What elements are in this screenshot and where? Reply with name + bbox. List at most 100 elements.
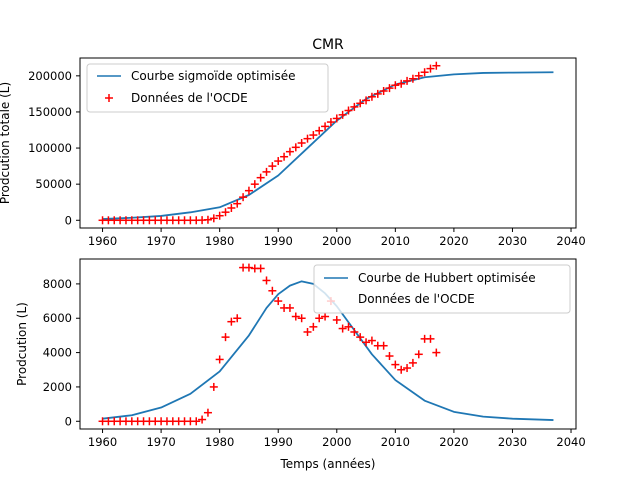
bottom-data-point xyxy=(315,314,324,323)
bottom-axes-frame xyxy=(79,258,577,430)
top-data-point xyxy=(385,84,394,93)
top-x-tick-label: 2000 xyxy=(322,234,351,248)
top-data-point xyxy=(414,71,423,80)
top-data-point xyxy=(280,152,289,161)
bottom-legend: Courbe de Hubbert optimisée Données de l… xyxy=(313,264,571,314)
bottom-data-point xyxy=(192,417,201,426)
bottom-y-tick-label: 4000 xyxy=(43,346,72,360)
bottom-legend-points-label: Données de l'OCDE xyxy=(358,292,475,306)
bottom-subplot: Prodcution (L) Temps (années) 1960 1970 19… xyxy=(15,258,586,471)
bottom-data-point xyxy=(344,322,353,331)
bottom-data-point xyxy=(203,408,212,417)
bottom-data-point xyxy=(244,263,253,272)
bottom-legend-curve-label: Courbe de Hubbert optimisée xyxy=(358,271,536,285)
bottom-data-point xyxy=(356,333,365,342)
bottom-data-point xyxy=(350,327,359,336)
bottom-data-point xyxy=(297,314,306,323)
top-data-point xyxy=(250,180,259,189)
top-data-point xyxy=(332,114,341,123)
top-x-tick-label: 1970 xyxy=(146,234,175,248)
top-data-point xyxy=(297,139,306,147)
top-subplot: Prodcution totale (L) 1960 1970 1980 1990 20… xyxy=(0,57,586,248)
top-data-point xyxy=(274,157,283,166)
top-y-axis-label: Prodcution totale (L) xyxy=(0,82,12,204)
top-data-point xyxy=(209,214,218,223)
bottom-x-tick-label: 1990 xyxy=(264,435,293,449)
top-data-point xyxy=(256,173,265,182)
bottom-x-ticks: 1960 1970 1980 1990 2000 2010 2020 2030 2040 xyxy=(88,429,586,449)
top-x-tick-label: 2040 xyxy=(556,234,585,248)
top-data-point xyxy=(426,64,435,73)
top-x-tick-label: 1990 xyxy=(264,234,293,248)
top-data-point xyxy=(397,79,406,88)
top-x-ticks: 1960 1970 1980 1990 2000 2010 2020 2030 2040 xyxy=(88,228,586,248)
bottom-data-point xyxy=(268,286,277,295)
bottom-data-point xyxy=(332,315,341,324)
top-y-tick-label: 200000 xyxy=(28,69,72,83)
top-data-point xyxy=(239,193,248,202)
bottom-data-point xyxy=(303,327,312,336)
bottom-y-axis-label: Prodcution (L) xyxy=(15,302,29,386)
bottom-data-point xyxy=(391,360,400,369)
bottom-x-tick-label: 2020 xyxy=(439,435,468,449)
chart-title: CMR xyxy=(312,37,344,53)
top-data-point xyxy=(420,68,429,77)
top-x-tick-label: 1980 xyxy=(205,234,234,248)
bottom-data-point xyxy=(198,415,207,424)
top-data-point xyxy=(291,143,300,152)
bottom-y-tick-label: 8000 xyxy=(43,277,72,291)
top-y-tick-label: 0 xyxy=(65,213,72,227)
bottom-y-tick-label: 6000 xyxy=(43,311,72,325)
bottom-data-point xyxy=(227,317,236,326)
bottom-data-point xyxy=(262,276,271,285)
bottom-data-point xyxy=(338,324,347,333)
bottom-data-point xyxy=(221,333,230,342)
bottom-y-ticks: 0 2000 4000 6000 8000 xyxy=(43,277,80,428)
top-data-point xyxy=(233,199,242,208)
top-data-point xyxy=(227,203,236,212)
top-data-point xyxy=(326,118,335,127)
top-x-tick-label: 2010 xyxy=(381,234,410,248)
bottom-x-tick-label: 2030 xyxy=(498,435,527,449)
top-legend-points-swatch xyxy=(105,94,113,102)
bottom-y-tick-label: 0 xyxy=(65,414,72,428)
top-data-point xyxy=(309,131,318,140)
top-x-tick-label: 2020 xyxy=(439,234,468,248)
bottom-data-point xyxy=(256,264,265,273)
top-data-point xyxy=(285,147,294,156)
bottom-data-point xyxy=(432,348,441,357)
bottom-data-point xyxy=(403,364,412,373)
bottom-data-point xyxy=(414,350,423,359)
bottom-data-point xyxy=(385,352,394,361)
bottom-data-point xyxy=(309,322,318,331)
top-y-tick-label: 50000 xyxy=(35,177,72,191)
bottom-x-tick-label: 2040 xyxy=(556,435,585,449)
bottom-plot-area xyxy=(98,263,554,426)
top-data-point xyxy=(373,89,382,98)
top-data-point xyxy=(379,87,388,96)
top-data-point xyxy=(408,74,417,83)
top-legend-points-label: Données de l'OCDE xyxy=(131,91,248,105)
top-data-point xyxy=(432,61,441,70)
top-data-point xyxy=(403,76,412,85)
bottom-legend-box xyxy=(313,264,571,314)
top-data-point xyxy=(244,186,253,195)
bottom-data-point xyxy=(291,312,300,321)
top-data-point xyxy=(321,122,330,131)
bottom-data-point xyxy=(321,312,330,321)
top-data-point xyxy=(338,110,347,119)
top-data-point xyxy=(262,167,271,176)
top-axes-frame xyxy=(79,57,577,229)
top-data-point xyxy=(215,211,224,220)
top-plot-area xyxy=(98,61,554,225)
top-data-point xyxy=(203,215,212,224)
top-y-ticks: 0 50000 100000 150000 200000 xyxy=(28,69,80,227)
bottom-data-point xyxy=(209,382,218,391)
bottom-data-point xyxy=(408,358,417,367)
top-data-point xyxy=(268,162,277,171)
bottom-x-tick-label: 1960 xyxy=(88,435,117,449)
bottom-data-point xyxy=(285,303,294,312)
bottom-data-point xyxy=(367,336,376,345)
bottom-data-point xyxy=(233,314,242,323)
